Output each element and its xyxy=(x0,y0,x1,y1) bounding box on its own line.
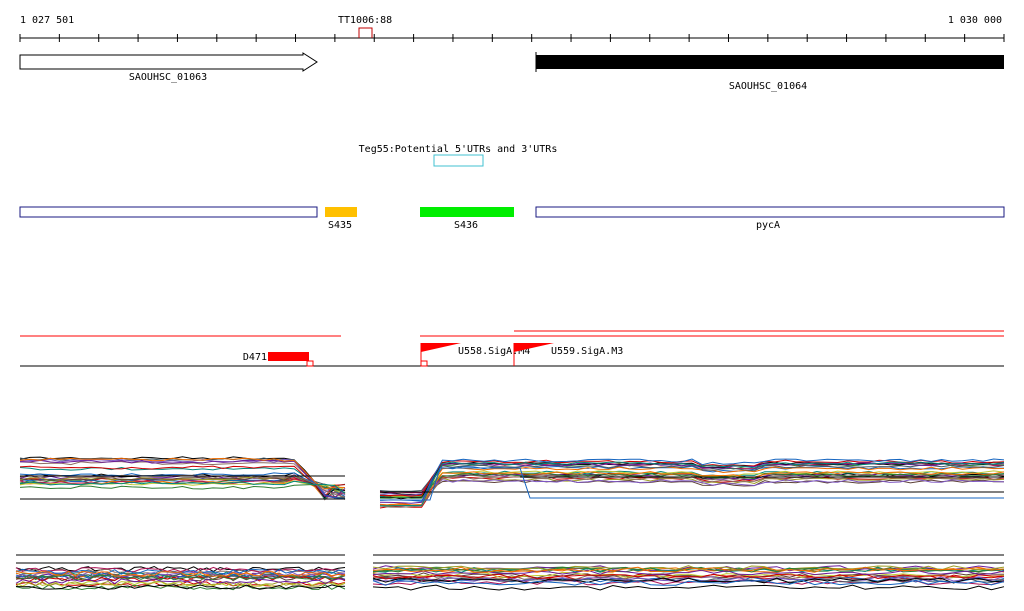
transcript-u558-flag[interactable] xyxy=(421,343,461,352)
expression-line xyxy=(15,566,346,573)
expression-line xyxy=(379,471,1005,507)
gene-saouhsc-01063-label: SAOUHSC_01063 xyxy=(129,72,207,83)
expression-line xyxy=(19,478,346,498)
transcript-u559-flag[interactable] xyxy=(514,343,554,352)
expression-line xyxy=(379,461,1005,500)
transcript-track: D471 U558.SigA.M4 U559.SigA.M3 xyxy=(20,330,1004,367)
ruler-start-label: 1 027 501 xyxy=(20,15,74,26)
segment-s436-label: S436 xyxy=(454,220,478,231)
expression-line xyxy=(379,465,1005,497)
segment-s435-bar[interactable] xyxy=(325,207,357,217)
teg55-box[interactable] xyxy=(433,154,484,167)
transcript-u558-label: U558.SigA.M4 xyxy=(458,346,530,357)
transcript-d471-bar[interactable] xyxy=(268,352,309,361)
expression-line xyxy=(15,584,346,590)
expression-line xyxy=(15,578,346,585)
expression-line xyxy=(372,565,1005,571)
expression-line xyxy=(372,572,1005,579)
ruler-end-label: 1 030 000 xyxy=(948,15,1002,26)
expression-line xyxy=(19,483,346,494)
transcript-u558-marker xyxy=(420,360,428,367)
ruler-marker-label: TT1006:88 xyxy=(338,15,392,26)
expression-line xyxy=(15,570,346,577)
segment-pyca-label: pycA xyxy=(756,220,780,231)
gene-saouhsc-01063-arrow[interactable] xyxy=(19,52,318,72)
expression-line xyxy=(372,579,1005,586)
expression-track-upper xyxy=(19,456,1005,509)
expression-line xyxy=(372,566,1005,573)
teg-track: Teg55:Potential 5'UTRs and 3'UTRs xyxy=(359,144,558,167)
expression-line xyxy=(372,569,1005,576)
expression-line xyxy=(379,479,1005,496)
expression-line xyxy=(379,464,1005,492)
gene-saouhsc-01064-bar[interactable] xyxy=(536,55,1004,69)
transcript-u559-label: U559.SigA.M3 xyxy=(551,346,623,357)
ruler-ticks xyxy=(19,34,1005,42)
segment-s436-bar[interactable] xyxy=(420,207,514,217)
transcript-d471-label: D471 xyxy=(243,352,267,363)
expression-line xyxy=(379,458,1005,502)
expression-line xyxy=(372,567,1005,573)
segment-s435-label: S435 xyxy=(328,220,352,231)
ruler-marker-icon[interactable] xyxy=(358,27,373,38)
gene-track: SAOUHSC_01063 SAOUHSC_01064 xyxy=(19,52,1004,92)
expression-line xyxy=(372,584,1005,591)
expression-line xyxy=(19,474,346,492)
expression-line xyxy=(19,461,346,501)
expression-track-lower xyxy=(15,554,1005,591)
teg55-label: Teg55:Potential 5'UTRs and 3'UTRs xyxy=(359,144,558,155)
expression-line xyxy=(379,466,1005,506)
expression-line xyxy=(380,467,1004,501)
expression-line xyxy=(15,565,346,572)
segment-left-outline[interactable] xyxy=(19,206,318,218)
segment-track: S435 S436 pycA xyxy=(19,206,1005,231)
segment-pyca-outline[interactable] xyxy=(535,206,1005,218)
expression-line xyxy=(15,574,346,581)
transcript-d471-marker xyxy=(306,360,314,367)
expression-line xyxy=(379,461,1005,507)
expression-line xyxy=(20,478,346,500)
coordinate-ruler: 1 027 501 1 030 000 TT1006:88 xyxy=(19,15,1005,42)
expression-line xyxy=(19,457,346,490)
expression-line xyxy=(379,472,1005,499)
expression-line xyxy=(372,577,1005,584)
expression-line xyxy=(19,459,346,499)
expression-line xyxy=(19,480,346,494)
expression-line xyxy=(19,466,346,500)
expression-line xyxy=(379,479,1004,497)
expression-line xyxy=(372,573,1005,580)
expression-line xyxy=(19,465,346,498)
gene-saouhsc-01064-label: SAOUHSC_01064 xyxy=(729,81,807,92)
expression-line xyxy=(15,580,346,587)
